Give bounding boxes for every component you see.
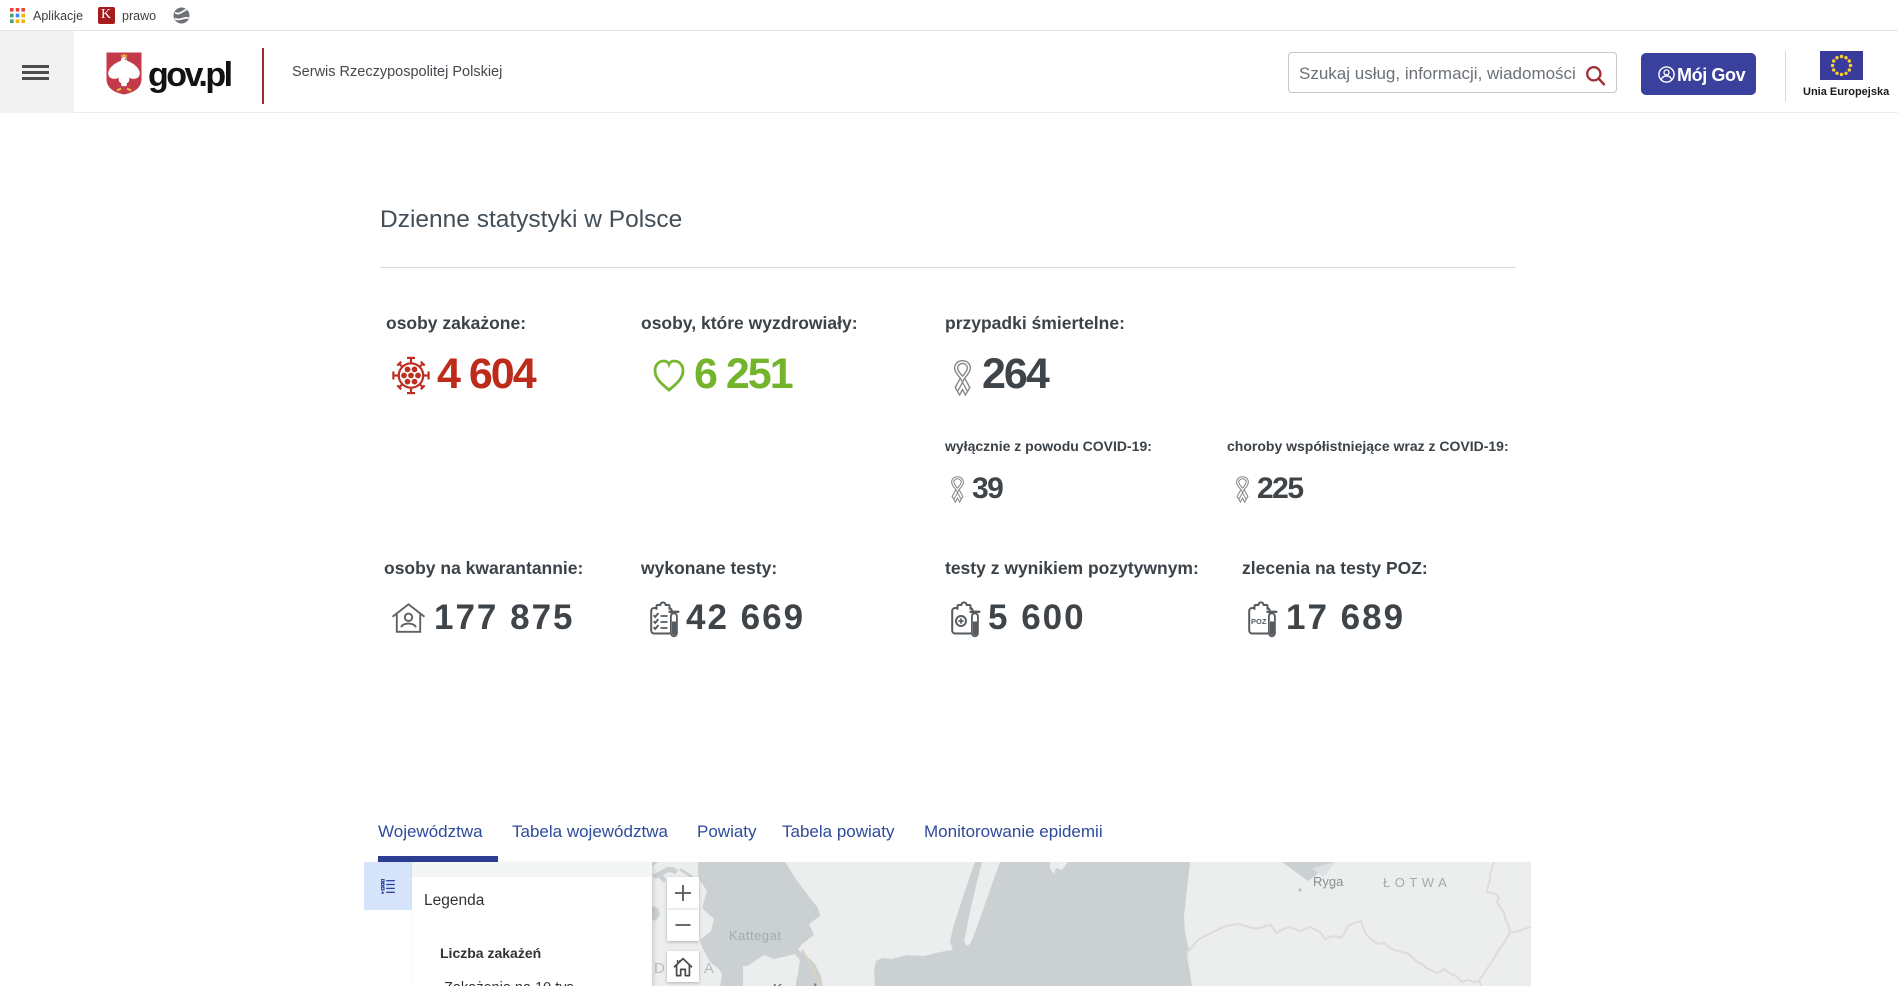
svg-text:Kattegat: Kattegat xyxy=(729,928,781,943)
svg-text:Kopenhaga: Kopenhaga xyxy=(773,981,845,986)
svg-text:ŁOTWA: ŁOTWA xyxy=(1383,875,1451,890)
svg-text:Ryga: Ryga xyxy=(1313,874,1344,889)
svg-text:POZ: POZ xyxy=(1251,617,1267,626)
